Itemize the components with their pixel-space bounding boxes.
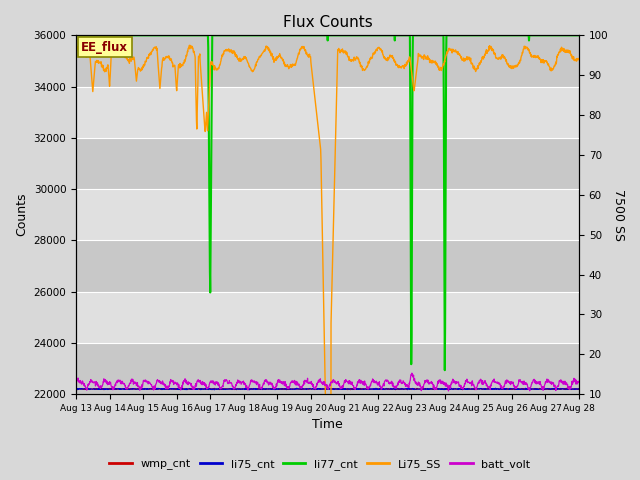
Bar [76, 189, 579, 240]
Bar [76, 292, 579, 343]
Legend: wmp_cnt, li75_cnt, li77_cnt, Li75_SS, batt_volt: wmp_cnt, li75_cnt, li77_cnt, Li75_SS, ba… [105, 455, 535, 474]
Bar [76, 36, 579, 86]
Y-axis label: 7500 SS: 7500 SS [612, 189, 625, 241]
Text: EE_flux: EE_flux [81, 41, 128, 54]
Bar [76, 343, 579, 394]
Bar [76, 240, 579, 292]
Y-axis label: Counts: Counts [15, 193, 28, 237]
Title: Flux Counts: Flux Counts [283, 15, 372, 30]
Bar [76, 138, 579, 189]
X-axis label: Time: Time [312, 419, 343, 432]
Bar [76, 86, 579, 138]
